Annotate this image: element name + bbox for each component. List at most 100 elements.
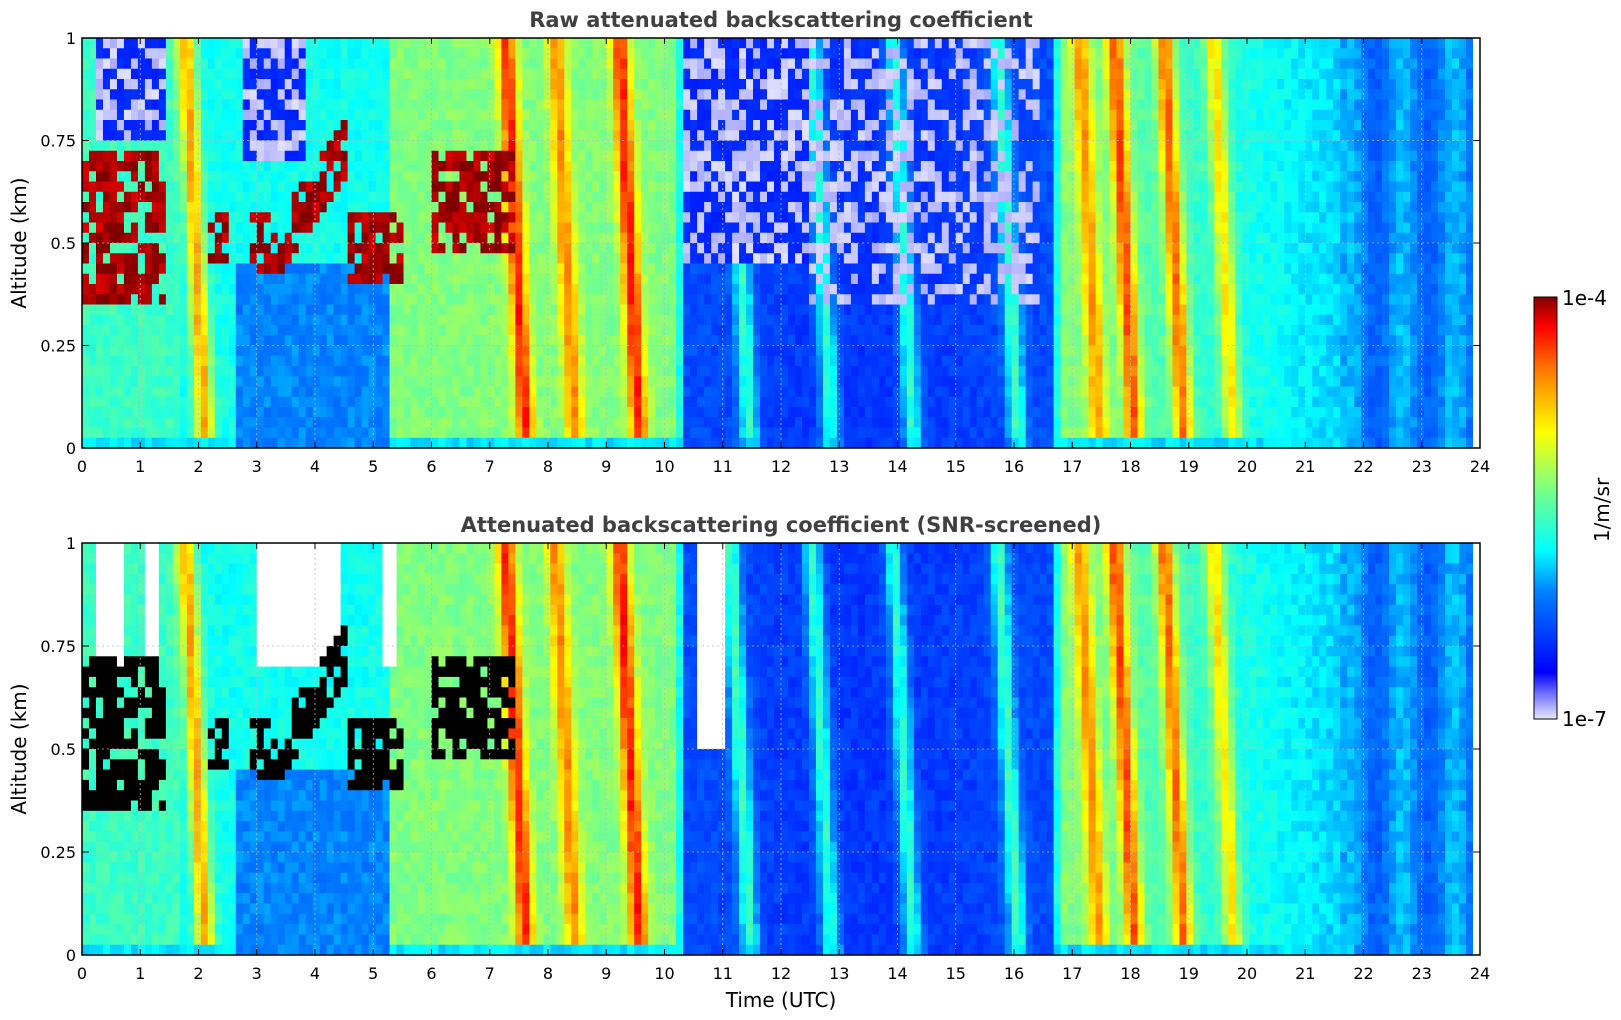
heatmap-cell (578, 140, 586, 152)
heatmap-cell (892, 263, 901, 275)
heatmap-cell (711, 376, 719, 388)
heatmap-cell (857, 314, 866, 326)
heatmap-cell (200, 212, 209, 224)
heatmap-cell (277, 79, 286, 90)
heatmap-cell (641, 202, 649, 213)
heatmap-cell (501, 130, 509, 142)
heatmap-cell (228, 212, 237, 224)
heatmap-cell (102, 294, 111, 306)
heatmap-cell (711, 335, 719, 347)
heatmap-cell (878, 161, 887, 172)
heatmap-cell (906, 89, 915, 101)
heatmap-cell (319, 325, 328, 336)
heatmap-cell (774, 232, 782, 244)
heatmap-cell (319, 417, 328, 429)
heatmap-cell (564, 273, 572, 285)
heatmap-cell (326, 99, 335, 111)
heatmap-cell (725, 130, 733, 142)
heatmap-cell (885, 161, 894, 172)
heatmap-cell (340, 89, 349, 101)
heatmap-cell (529, 355, 537, 367)
heatmap-cell (655, 253, 663, 265)
heatmap-cell (927, 366, 936, 377)
heatmap-cell (179, 222, 188, 234)
heatmap-cell (815, 79, 824, 90)
heatmap-cell (312, 314, 321, 326)
heatmap-cell (277, 304, 286, 316)
heatmap-cell (529, 243, 537, 254)
heatmap-cell (627, 58, 635, 70)
heatmap-cell (165, 161, 174, 172)
heatmap-cell (515, 99, 523, 111)
heatmap-cell (438, 304, 447, 316)
heatmap-cell (648, 427, 656, 439)
heatmap-cell (641, 161, 649, 172)
heatmap-cell (480, 355, 489, 367)
heatmap-cell (445, 376, 454, 388)
heatmap-cell (389, 38, 398, 49)
heatmap-cell (655, 161, 663, 172)
heatmap-cell (550, 253, 558, 265)
heatmap-cell (669, 191, 677, 203)
heatmap-cell (123, 437, 132, 448)
heatmap-cell (857, 58, 866, 70)
heatmap-cell (200, 181, 209, 193)
heatmap-cell (165, 355, 174, 367)
heatmap-cell (263, 417, 272, 429)
heatmap-cell (151, 335, 160, 347)
heatmap-cell (732, 120, 740, 131)
heatmap-cell (578, 366, 586, 377)
heatmap-cell (857, 437, 866, 448)
heatmap-cell (585, 79, 593, 90)
heatmap-cell (242, 202, 251, 213)
heatmap-cell (606, 396, 614, 408)
heatmap-cell (774, 171, 782, 183)
heatmap-cell (508, 386, 516, 398)
heatmap-cell (95, 79, 104, 90)
heatmap-cell (843, 314, 852, 326)
heatmap-cell (242, 294, 251, 306)
heatmap-cell (760, 366, 768, 377)
heatmap-cell (543, 437, 551, 448)
heatmap-cell (249, 181, 258, 193)
heatmap-cell (130, 335, 139, 347)
heatmap-cell (340, 130, 349, 142)
heatmap-cell (340, 38, 349, 49)
heatmap-cell (599, 120, 607, 131)
heatmap-cell (207, 150, 216, 162)
heatmap-cell (508, 79, 516, 90)
heatmap-cell (550, 181, 558, 193)
heatmap-cell (207, 58, 216, 70)
heatmap-cell (564, 253, 572, 265)
heatmap-cell (333, 171, 342, 183)
heatmap-cell (648, 243, 656, 254)
heatmap-cell (878, 253, 887, 265)
heatmap-cell (550, 366, 558, 377)
heatmap-cell (382, 222, 391, 234)
heatmap-cell (165, 335, 174, 347)
heatmap-cell (669, 68, 677, 80)
heatmap-cell (277, 150, 286, 162)
heatmap-cell (543, 140, 551, 152)
heatmap-cell (550, 304, 558, 316)
heatmap-cell (613, 202, 621, 213)
heatmap-cell (256, 79, 265, 90)
heatmap-cell (312, 202, 321, 213)
heatmap-cell (186, 427, 195, 439)
heatmap-cell (599, 345, 607, 357)
heatmap-cell (354, 407, 363, 418)
heatmap-cell (627, 386, 635, 398)
heatmap-cell (808, 150, 817, 162)
heatmap-cell (354, 202, 363, 213)
heatmap-cell (431, 386, 440, 398)
heatmap-cell (620, 427, 628, 439)
heatmap-cell (529, 396, 537, 408)
heatmap-cell (144, 294, 153, 306)
heatmap-cell (739, 355, 747, 367)
heatmap-cell (529, 181, 537, 193)
heatmap-cell (522, 99, 530, 111)
heatmap-cell (620, 325, 628, 336)
heatmap-cell (801, 366, 810, 377)
heatmap-cell (116, 38, 125, 49)
heatmap-cell (557, 212, 565, 224)
